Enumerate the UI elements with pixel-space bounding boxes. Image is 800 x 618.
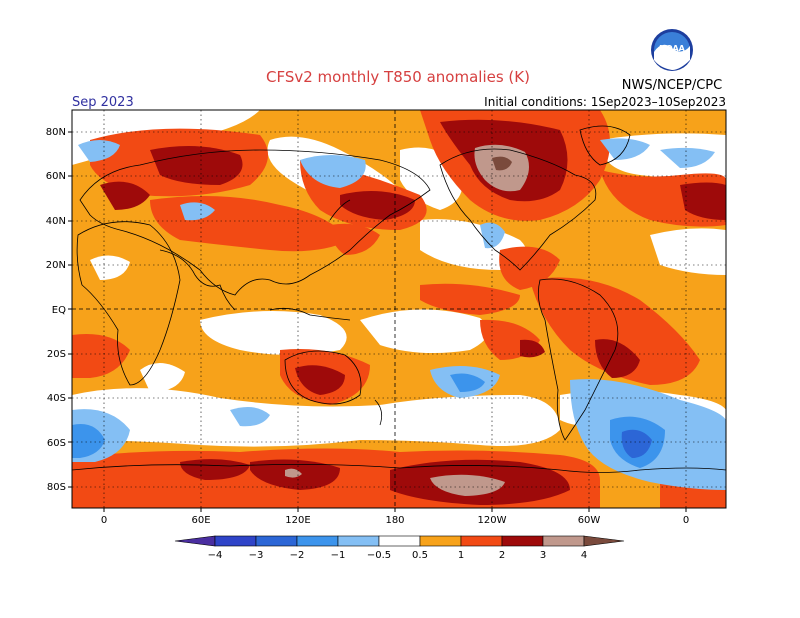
colorbar-label: −3 <box>249 550 264 561</box>
colorbar-labels: −4 −3 −2 −1 −0.5 0.5 1 2 3 4 <box>208 550 588 561</box>
colorbar-lt-neg4 <box>174 535 216 547</box>
colorbar-label: −0.5 <box>367 550 391 561</box>
colorbar-p1-2 <box>460 535 503 547</box>
lon-label: 120W <box>478 515 507 526</box>
lat-label: 80S <box>47 482 66 493</box>
colorbar-neg4-neg3 <box>214 535 257 547</box>
anomaly-neg2-neg3-regions <box>621 429 652 458</box>
colorbar-label: 4 <box>581 550 587 561</box>
lon-label: 120E <box>285 515 310 526</box>
initial-conditions: Initial conditions: 1Sep2023–10Sep2023 <box>484 95 726 109</box>
colorbar-gt4 <box>583 535 625 547</box>
colorbar <box>174 535 625 547</box>
lon-label: 60E <box>191 515 210 526</box>
lon-label: 180 <box>385 515 404 526</box>
latitude-axis <box>68 131 72 488</box>
org-label: NWS/NCEP/CPC <box>622 78 722 93</box>
lat-label: 80N <box>46 127 66 138</box>
equator-dateline <box>72 110 726 508</box>
colorbar-label: −2 <box>290 550 305 561</box>
page-title: CFSv2 monthly T850 anomalies (K) <box>266 68 530 86</box>
longitude-labels: 0 60E 120E 180 120W 60W 0 <box>101 515 689 526</box>
logo-text: NOAA <box>659 44 685 53</box>
colorbar-neg3-neg2 <box>255 535 298 547</box>
colorbar-label: 3 <box>540 550 546 561</box>
colorbar-label: 1 <box>458 550 464 561</box>
noaa-logo: NOAA <box>651 29 693 71</box>
anomaly-gt4-regions <box>492 156 512 171</box>
lat-label: 20S <box>47 349 66 360</box>
lat-label: 60N <box>46 171 66 182</box>
map-panel <box>72 110 726 508</box>
colorbar-label: 0.5 <box>412 550 428 561</box>
colorbar-p3-4 <box>542 535 585 547</box>
lat-label: 40S <box>47 393 66 404</box>
colorbar-neutral <box>378 535 421 547</box>
colorbar-label: 2 <box>499 550 505 561</box>
lat-label: EQ <box>52 305 66 316</box>
longitude-axis <box>103 508 687 512</box>
lon-label: 60W <box>578 515 601 526</box>
latitude-labels: 80N 60N 40N 20N EQ 20S 40S 60S 80S <box>46 127 66 493</box>
colorbar-label: −4 <box>208 550 223 561</box>
colorbar-p2-3 <box>501 535 544 547</box>
lat-label: 20N <box>46 260 66 271</box>
coastlines <box>72 125 726 473</box>
lon-label: 0 <box>683 515 689 526</box>
lat-label: 60S <box>47 438 66 449</box>
colorbar-label: −1 <box>331 550 346 561</box>
colorbar-neg2-neg1 <box>296 535 339 547</box>
forecast-month: Sep 2023 <box>72 95 134 110</box>
colorbar-neg1-neg05 <box>337 535 380 547</box>
lon-label: 0 <box>101 515 107 526</box>
lat-label: 40N <box>46 216 66 227</box>
colorbar-p05-1 <box>419 535 462 547</box>
